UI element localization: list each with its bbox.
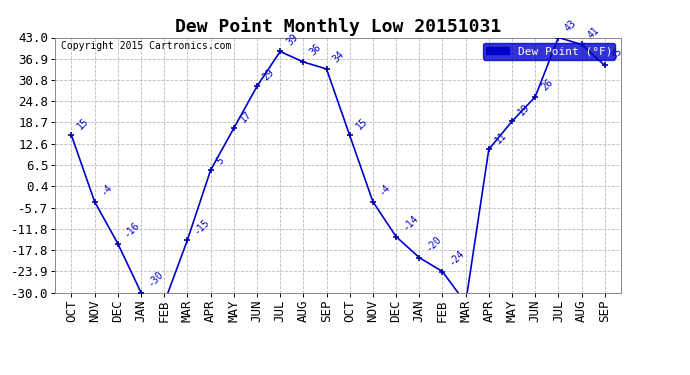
Text: -33: -33 — [0, 374, 1, 375]
Text: -30: -30 — [145, 269, 165, 288]
Text: 35: 35 — [609, 46, 624, 61]
Text: 36: 36 — [308, 42, 323, 58]
Text: 39: 39 — [284, 32, 299, 47]
Text: 43: 43 — [562, 18, 578, 33]
Text: -20: -20 — [424, 234, 443, 254]
Text: 5: 5 — [215, 155, 226, 166]
Text: 15: 15 — [354, 116, 369, 131]
Text: 26: 26 — [540, 77, 555, 93]
Text: 41: 41 — [586, 25, 601, 40]
Text: 17: 17 — [238, 109, 253, 124]
Text: -16: -16 — [122, 220, 141, 239]
Text: 29: 29 — [261, 67, 277, 82]
Title: Dew Point Monthly Low 20151031: Dew Point Monthly Low 20151031 — [175, 17, 501, 36]
Text: -4: -4 — [99, 182, 114, 198]
Text: Copyright 2015 Cartronics.com: Copyright 2015 Cartronics.com — [61, 41, 231, 51]
Text: -33: -33 — [0, 374, 1, 375]
Text: -15: -15 — [192, 216, 211, 236]
Legend: Dew Point (°F): Dew Point (°F) — [483, 43, 615, 60]
Text: -4: -4 — [377, 182, 393, 198]
Text: 11: 11 — [493, 130, 509, 145]
Text: 19: 19 — [516, 102, 531, 117]
Text: 15: 15 — [76, 116, 91, 131]
Text: -24: -24 — [446, 248, 466, 267]
Text: 34: 34 — [331, 50, 346, 65]
Text: -14: -14 — [400, 213, 420, 232]
